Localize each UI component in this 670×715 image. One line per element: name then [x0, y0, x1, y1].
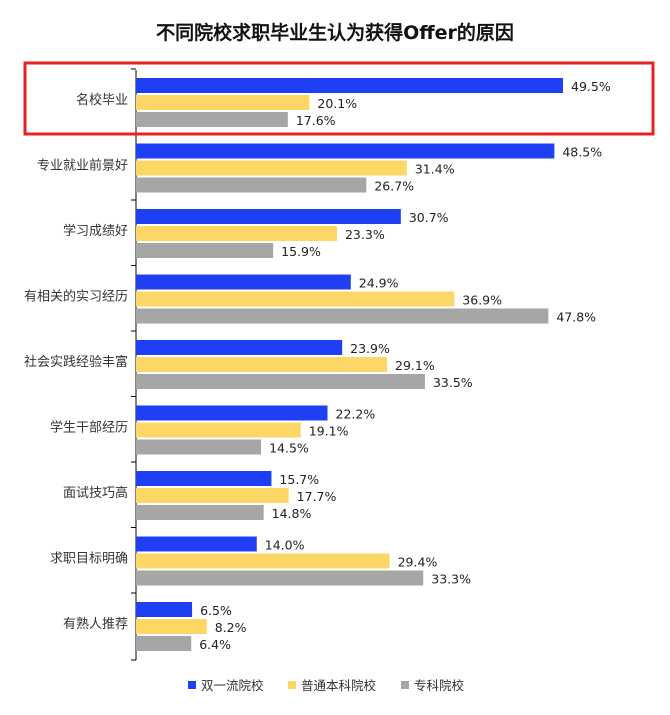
- data-label: 22.2%: [336, 407, 376, 422]
- data-label: 14.5%: [269, 441, 309, 456]
- data-label: 15.7%: [279, 472, 319, 487]
- category-label: 有熟人推荐: [63, 616, 128, 632]
- data-label: 14.0%: [265, 538, 305, 553]
- category-label: 面试技巧高: [63, 485, 128, 501]
- data-label: 29.1%: [395, 358, 435, 373]
- data-label: 29.4%: [398, 555, 438, 570]
- data-label: 17.6%: [296, 113, 336, 128]
- bar: [136, 95, 310, 110]
- bar: [136, 505, 264, 520]
- bar: [136, 570, 424, 586]
- data-label: 19.1%: [309, 424, 349, 439]
- bar: [136, 243, 274, 258]
- category-label: 学生干部经历: [50, 420, 128, 436]
- data-label: 26.7%: [374, 179, 414, 194]
- chart-title: 不同院校求职毕业生认为获得Offer的原因: [156, 22, 514, 44]
- data-label: 30.7%: [409, 210, 449, 225]
- data-label: 48.5%: [562, 145, 602, 160]
- bar: [136, 405, 328, 421]
- category-label: 社会实践经验丰富: [24, 354, 128, 370]
- legend-swatch: [288, 681, 296, 689]
- legend-label: 专科院校: [414, 678, 465, 693]
- legend-label: 普通本科院校: [301, 678, 377, 693]
- bar: [136, 636, 192, 651]
- bar: [136, 160, 407, 176]
- data-label: 6.4%: [199, 637, 231, 652]
- data-label: 20.1%: [317, 96, 357, 111]
- bar: [136, 619, 207, 634]
- bar: [136, 291, 455, 307]
- data-label: 23.9%: [350, 341, 390, 356]
- highlight-box: [23, 61, 655, 136]
- data-label: 8.2%: [215, 620, 247, 635]
- bar: [136, 112, 288, 127]
- category-label: 学习成绩好: [63, 223, 128, 239]
- category-label: 求职目标明确: [50, 552, 128, 567]
- data-label: 15.9%: [281, 244, 321, 259]
- bar: [136, 471, 272, 486]
- data-label: 33.3%: [431, 572, 471, 587]
- bar: [136, 439, 262, 455]
- data-label: 14.8%: [272, 506, 312, 521]
- bar: [136, 340, 343, 355]
- bar: [136, 143, 555, 159]
- bar: [136, 357, 388, 372]
- data-label: 6.5%: [200, 603, 232, 618]
- bar: [136, 209, 401, 224]
- bar: [136, 78, 563, 93]
- bar: [136, 226, 337, 241]
- data-label: 49.5%: [571, 79, 611, 94]
- legend-label: 双一流院校: [201, 678, 264, 693]
- data-label: 17.7%: [297, 489, 337, 504]
- category-label: 专业就业前景好: [37, 158, 128, 174]
- bar: [136, 488, 289, 503]
- bar: [136, 553, 390, 569]
- category-label: 名校毕业: [76, 92, 128, 108]
- bar: [136, 536, 257, 552]
- category-label: 有相关的实习经历: [24, 289, 128, 305]
- data-label: 47.8%: [556, 310, 596, 325]
- bar: [136, 274, 351, 290]
- legend-swatch: [401, 681, 409, 689]
- data-label: 24.9%: [359, 276, 399, 291]
- bar: [136, 374, 425, 389]
- bar: [136, 177, 367, 193]
- data-label: 23.3%: [345, 227, 385, 242]
- data-label: 36.9%: [462, 293, 502, 308]
- bar: [136, 422, 301, 438]
- data-label: 31.4%: [415, 162, 455, 177]
- bar: [136, 602, 193, 617]
- data-label: 33.5%: [433, 375, 473, 390]
- bar: [136, 308, 549, 324]
- legend-swatch: [188, 681, 196, 689]
